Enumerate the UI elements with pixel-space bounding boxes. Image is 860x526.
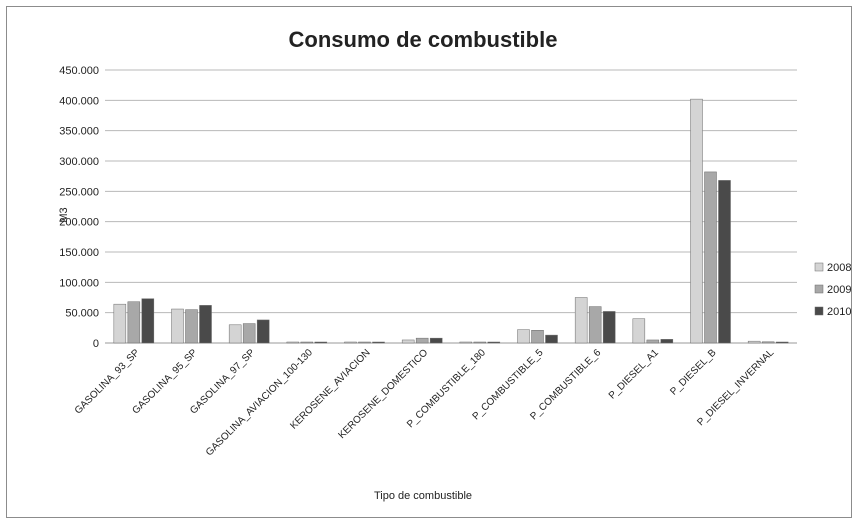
bar — [228, 324, 242, 344]
bar — [690, 98, 703, 344]
chart-title: Consumo de combustible — [289, 27, 558, 52]
bar — [747, 340, 761, 344]
bar — [574, 297, 588, 344]
x-axis-ticks: GASOLINA_93_SPGASOLINA_95_SPGASOLINA_97_… — [73, 347, 777, 458]
x-tick-label: P_DIESEL_A1 — [607, 347, 661, 401]
bar — [545, 334, 558, 344]
bar — [185, 309, 198, 344]
y-tick-label: 50.000 — [65, 308, 99, 320]
bar — [141, 298, 155, 344]
bar — [660, 339, 674, 344]
gridlines — [105, 69, 797, 344]
y-tick-label: 450.000 — [59, 65, 99, 77]
bar — [300, 341, 314, 344]
bar — [314, 341, 328, 344]
x-axis-label: Tipo de combustible — [374, 490, 472, 502]
y-tick-label: 250.000 — [59, 186, 99, 198]
bar-chart: Consumo de combustible M3 Tipo de combus… — [58, 27, 851, 502]
bar — [256, 319, 270, 344]
legend-label: 2010 — [827, 306, 851, 318]
y-tick-label: 200.000 — [59, 217, 99, 229]
legend-swatch — [814, 262, 824, 272]
chart-frame: Consumo de combustible M3 Tipo de combus… — [6, 6, 852, 518]
legend-label: 2008 — [827, 262, 851, 274]
bar — [415, 337, 429, 344]
bar — [761, 341, 775, 344]
legend-swatch — [814, 306, 824, 316]
bar — [602, 311, 616, 344]
bar — [775, 341, 789, 344]
bar — [473, 341, 487, 344]
y-tick-label: 400.000 — [59, 95, 99, 107]
bar — [127, 301, 141, 344]
x-tick-label: GASOLINA_AVIACION_100-130 — [204, 347, 315, 458]
y-tick-label: 150.000 — [59, 247, 99, 259]
bar — [113, 303, 127, 344]
bars — [113, 98, 789, 344]
bar — [286, 341, 300, 344]
bar — [704, 171, 717, 344]
y-tick-label: 0 — [93, 338, 99, 350]
bar — [459, 341, 473, 344]
bar — [429, 337, 443, 344]
bar — [487, 341, 501, 344]
x-tick-label: P_DIESEL_B — [668, 347, 718, 397]
y-tick-label: 100.000 — [59, 277, 99, 289]
legend-label: 2009 — [827, 284, 851, 296]
bar — [358, 341, 371, 344]
bar — [372, 341, 385, 344]
bar — [646, 339, 660, 344]
y-axis-label: M3 — [58, 207, 70, 222]
bar — [531, 330, 544, 344]
bar — [242, 323, 256, 344]
bar — [588, 306, 602, 344]
legend: 2008 2009 2010 — [814, 262, 851, 318]
bar — [199, 305, 212, 344]
y-axis-ticks: 0 50.000 100.000 150.000 200.000 250.000 300.0… — [59, 65, 99, 350]
bar — [401, 339, 415, 344]
bar — [344, 341, 357, 344]
bar — [718, 180, 731, 344]
y-tick-label: 350.000 — [59, 126, 99, 138]
bar — [517, 329, 530, 344]
legend-swatch — [814, 284, 824, 294]
bar — [171, 308, 184, 344]
bar — [632, 318, 646, 344]
y-tick-label: 300.000 — [59, 156, 99, 168]
